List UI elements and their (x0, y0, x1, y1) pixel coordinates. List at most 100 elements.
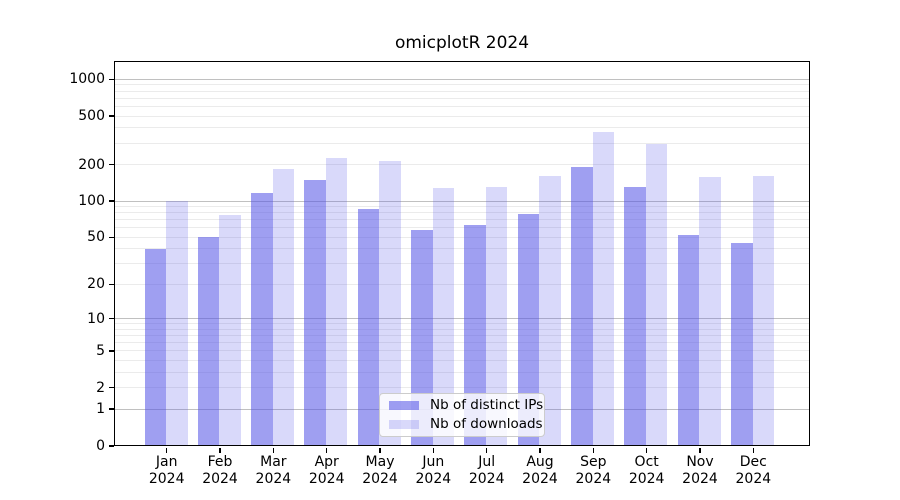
bar-downloads-jun (432, 187, 455, 446)
minor-gridline (114, 387, 810, 389)
major-gridline (114, 318, 810, 320)
y-tick-mark (108, 445, 114, 447)
legend-swatch-ips (389, 400, 419, 411)
major-gridline (114, 78, 810, 80)
minor-gridline (114, 90, 810, 92)
x-tick-label-oct: Oct 2024 (607, 454, 687, 487)
x-tick-month: Aug (526, 454, 554, 470)
bar-ips-feb (197, 237, 220, 446)
y-tick-mark (108, 163, 114, 166)
x-tick-label-mar: Mar 2024 (233, 454, 313, 487)
x-tick-month: Feb (207, 454, 233, 470)
x-tick-month: Mar (260, 454, 287, 470)
chart-title: omicplotR 2024 (394, 33, 530, 53)
x-tick-year: 2024 (415, 470, 452, 487)
x-tick-mark (485, 447, 488, 453)
x-tick-mark (539, 447, 541, 453)
y-tick-label: 100 (78, 193, 105, 210)
minor-gridline (114, 323, 810, 325)
y-tick-label: 2 (96, 379, 105, 396)
x-tick-year: 2024 (682, 470, 718, 487)
x-tick-year: 2024 (628, 470, 665, 487)
x-tick-month: May (365, 454, 395, 470)
minor-gridline (114, 84, 810, 86)
minor-gridline (114, 227, 810, 229)
minor-gridline (114, 263, 810, 265)
minor-gridline (114, 206, 810, 208)
x-tick-label-apr: Apr 2024 (287, 454, 367, 487)
minor-gridline (114, 164, 810, 166)
legend-item-ips: Nb of distinct IPs (389, 398, 543, 413)
minor-gridline (114, 371, 810, 373)
x-tick-mark (325, 447, 328, 453)
minor-gridline (114, 342, 810, 344)
x-tick-mark (432, 447, 435, 453)
minor-gridline (114, 212, 810, 214)
x-tick-month: Jun (422, 454, 445, 470)
x-tick-mark (645, 447, 648, 453)
minor-gridline (114, 335, 810, 337)
bar-downloads-aug (539, 176, 561, 446)
minor-gridline (114, 350, 810, 352)
x-tick-month: Dec (739, 454, 767, 470)
x-tick-label-sep: Sep 2024 (553, 454, 633, 487)
minor-gridline (114, 97, 810, 99)
x-tick-mark (272, 447, 275, 453)
minor-gridline (114, 283, 810, 285)
minor-gridline (114, 360, 810, 362)
x-tick-month: Jul (478, 454, 496, 470)
x-tick-year: 2024 (735, 470, 772, 487)
y-tick-mark (108, 115, 114, 117)
minor-gridline (114, 127, 810, 129)
y-tick-mark (108, 386, 114, 389)
x-tick-mark (219, 447, 221, 453)
y-tick-label: 50 (87, 229, 105, 246)
x-tick-label-jul: Jul 2024 (447, 454, 527, 487)
legend-label: Nb of distinct IPs (430, 397, 544, 413)
x-tick-mark (592, 447, 595, 453)
x-tick-label-jun: Jun 2024 (393, 454, 473, 487)
y-tick-label: 5 (96, 342, 105, 359)
bar-ips-sep (571, 166, 593, 446)
y-tick-mark (108, 317, 114, 320)
bar-downloads-nov (699, 177, 721, 446)
bar-ips-may (357, 208, 380, 446)
x-tick-label-dec: Dec 2024 (713, 454, 793, 487)
bar-ips-dec (731, 242, 753, 446)
x-tick-year: 2024 (202, 470, 238, 487)
x-tick-label-nov: Nov 2024 (660, 454, 740, 487)
y-tick-mark (108, 236, 114, 239)
x-tick-month: Jan (155, 454, 178, 470)
x-tick-year: 2024 (468, 470, 505, 487)
bar-downloads-mar (272, 168, 295, 446)
y-tick-label: 200 (78, 156, 105, 173)
y-tick-label: 10 (87, 310, 105, 327)
bar-ips-jun (411, 229, 433, 446)
x-tick-mark (699, 447, 701, 453)
y-tick-mark (108, 283, 114, 286)
y-tick-label: 1000 (69, 71, 105, 88)
x-tick-mark (752, 447, 755, 453)
bar-downloads-sep (592, 131, 615, 446)
bar-ips-apr (304, 180, 326, 446)
bar-ips-mar (251, 193, 273, 446)
y-tick-mark (108, 78, 114, 81)
major-gridline (114, 200, 810, 202)
x-tick-year: 2024 (308, 470, 345, 487)
plot-area (114, 61, 810, 446)
x-tick-mark (165, 447, 168, 453)
bar-ips-jul (464, 225, 486, 446)
minor-gridline (114, 236, 810, 238)
minor-gridline (114, 142, 810, 144)
x-tick-month: Sep (580, 454, 607, 470)
bar-ips-nov (677, 235, 700, 446)
bar-downloads-apr (325, 158, 348, 446)
legend: Nb of distinct IPs Nb of downloads (379, 393, 545, 437)
x-tick-year: 2024 (362, 470, 398, 487)
y-tick-label: 500 (78, 108, 105, 125)
legend-swatch-downloads (389, 419, 419, 430)
legend-label: Nb of downloads (430, 416, 543, 432)
bar-downloads-oct (645, 144, 668, 446)
bar-ips-oct (624, 187, 646, 446)
